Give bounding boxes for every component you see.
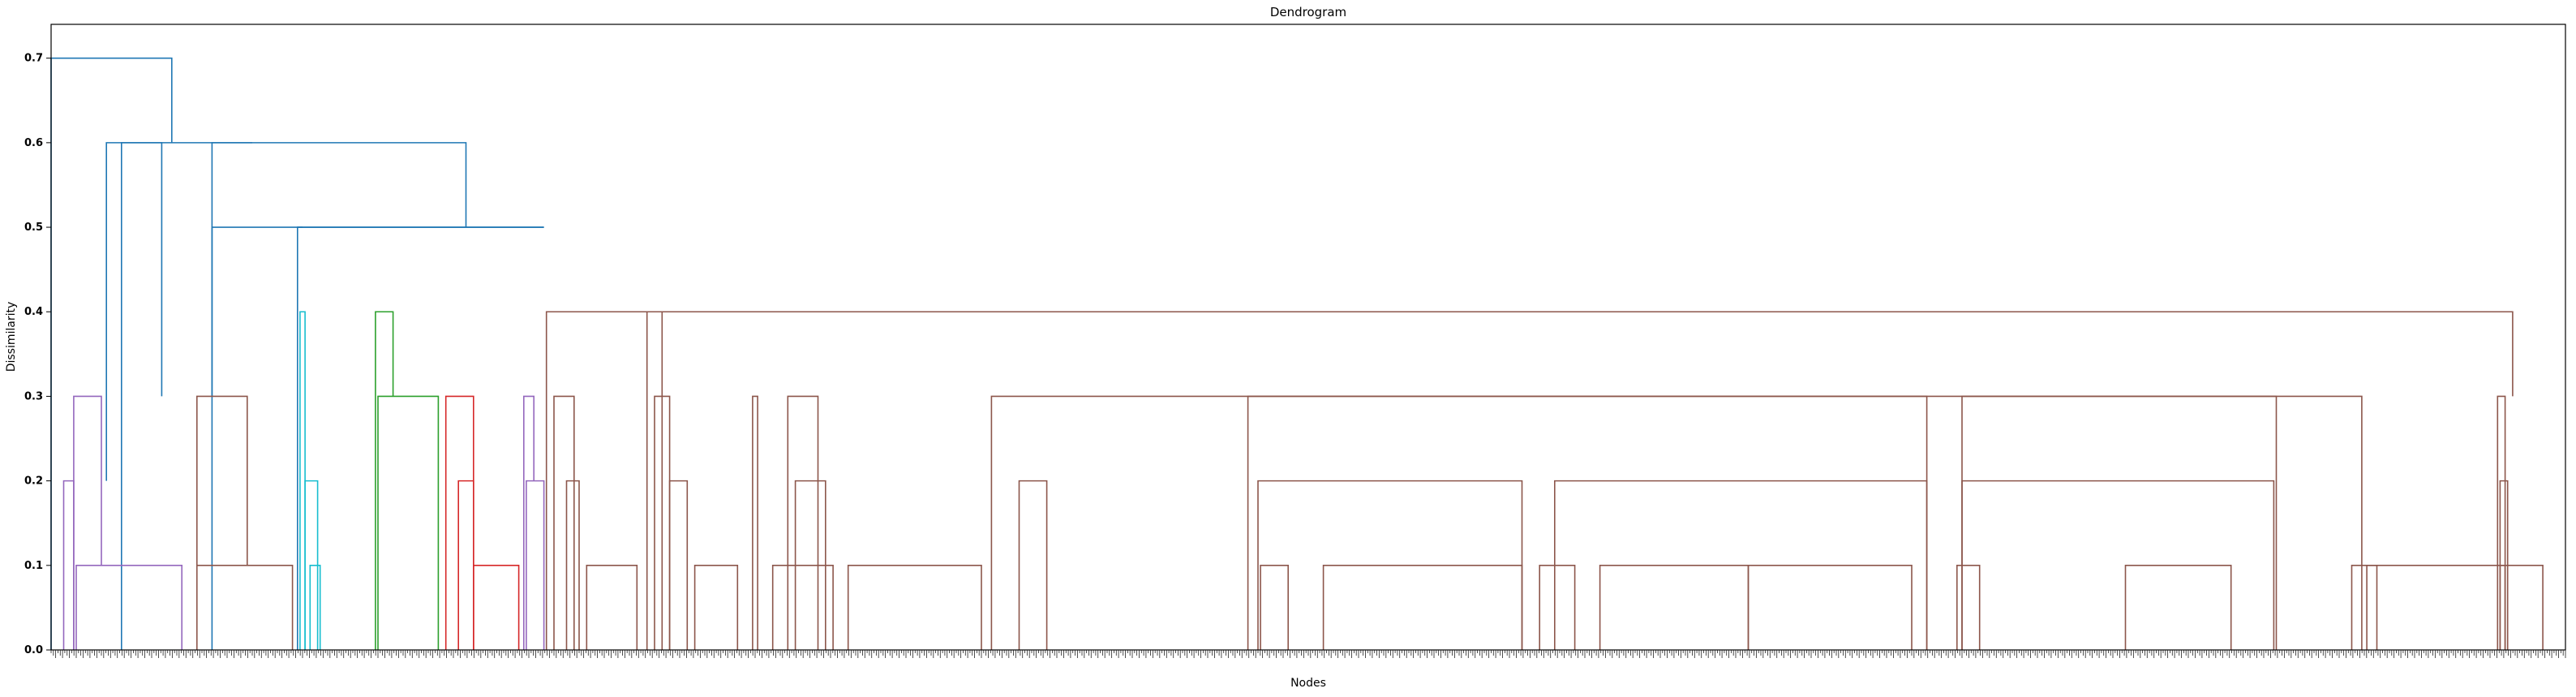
dendrogram-links <box>50 57 2544 650</box>
dendrogram-link <box>1018 480 1048 650</box>
y-tick-label: 0.4 <box>24 306 43 318</box>
dendrogram-link <box>444 395 474 650</box>
dendrogram-link <box>1539 565 1576 650</box>
dendrogram-link <box>526 480 545 650</box>
dendrogram-link <box>73 395 102 650</box>
dendrogram-link <box>75 565 182 650</box>
dendrogram-link <box>62 480 75 650</box>
dendrogram-link <box>668 480 689 650</box>
chart-title: Dendrogram <box>1270 5 1346 19</box>
dendrogram-link <box>121 142 163 650</box>
dendrogram-link <box>2366 565 2506 650</box>
dendrogram-link <box>196 395 248 566</box>
dendrogram-link <box>105 142 252 481</box>
dendrogram-link <box>1247 395 1928 650</box>
x-axis-label: Nodes <box>1290 677 1326 690</box>
dendrogram-link <box>1599 565 1750 650</box>
y-tick-label: 0.0 <box>24 644 43 656</box>
dendrogram-link <box>377 395 440 650</box>
x-axis-leaf-ticks <box>50 650 2566 658</box>
y-axis-ticks: 0.0 0.1 0.2 0.3 0.4 0.5 0.6 0.7 <box>24 53 51 656</box>
dendrogram-link <box>1956 565 1981 650</box>
y-tick-label: 0.2 <box>24 475 43 488</box>
dendrogram-link <box>2499 565 2544 650</box>
dendrogram-link <box>196 565 294 650</box>
dendrogram-link <box>545 311 2514 650</box>
dendrogram-link <box>297 226 303 650</box>
dendrogram-link <box>2497 395 2506 650</box>
dendrogram-link <box>2124 565 2232 650</box>
dendrogram-link <box>847 565 982 650</box>
y-tick-label: 0.6 <box>24 137 43 149</box>
dendrogram-link <box>2499 480 2509 650</box>
dendrogram-link <box>646 311 663 650</box>
dendrogram-link <box>473 565 520 650</box>
dendrogram-link <box>794 480 826 650</box>
dendrogram-link <box>990 395 2278 650</box>
dendrogram-link <box>553 395 575 650</box>
dendrogram-link <box>309 565 321 650</box>
dendrogram-link <box>375 311 394 650</box>
y-tick-label: 0.3 <box>24 390 43 402</box>
dendrogram-link <box>693 565 739 650</box>
dendrogram-link <box>1747 565 1913 650</box>
dendrogram-link <box>1260 565 1289 650</box>
dendrogram-link <box>787 395 819 650</box>
dendrogram-link <box>771 565 834 650</box>
y-axis-label: Dissimilarity <box>5 302 18 372</box>
dendrogram-link <box>752 395 758 650</box>
dendrogram-link <box>1961 395 2363 650</box>
dendrogram-link <box>299 311 306 650</box>
y-tick-label: 0.1 <box>24 560 43 572</box>
dendrogram-link <box>523 395 535 650</box>
dendrogram-link <box>565 480 580 650</box>
y-tick-label: 0.5 <box>24 222 43 234</box>
dendrogram-link <box>50 57 173 650</box>
y-tick-label: 0.7 <box>24 53 43 65</box>
dendrogram-link <box>457 480 474 650</box>
dendrogram-link <box>586 565 638 650</box>
dendrogram-link <box>1322 565 1523 650</box>
plot-frame <box>50 24 2566 651</box>
dendrogram-link <box>2351 565 2378 650</box>
